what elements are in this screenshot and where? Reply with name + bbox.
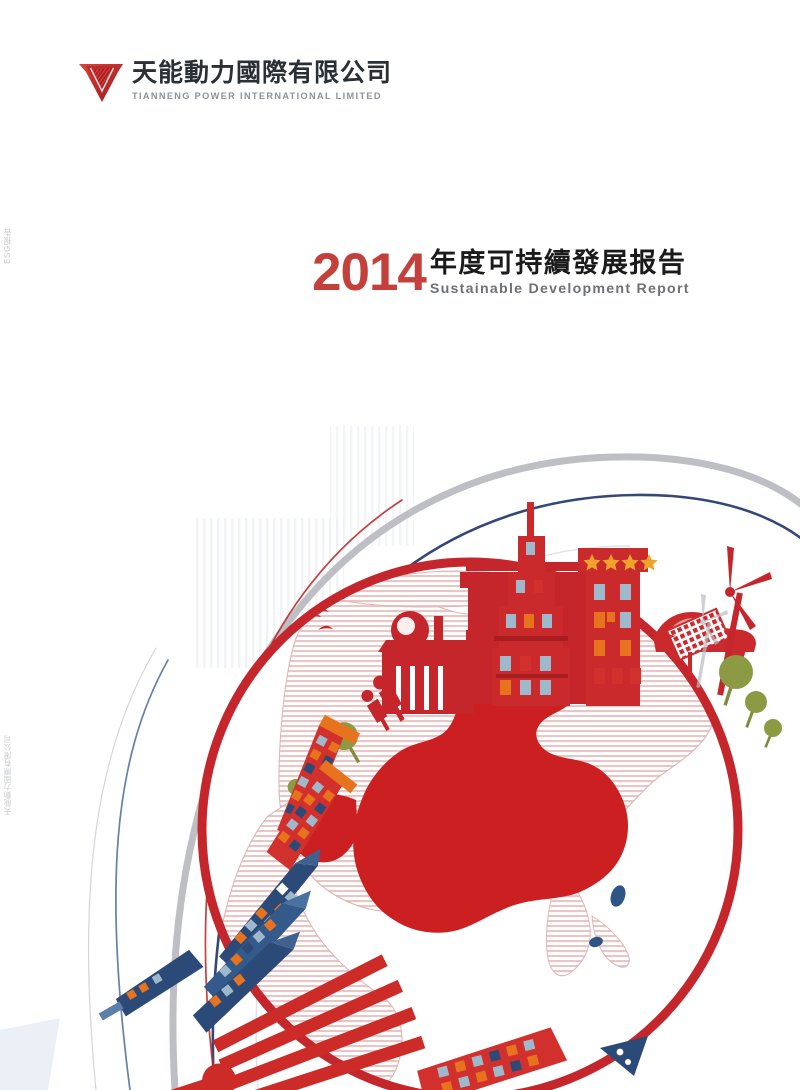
blue-antenna-tower [98, 949, 204, 1021]
company-name-cn: 天能動力國際有限公司 [132, 59, 393, 87]
taiwan-island [610, 885, 626, 907]
skyscraper-windows [494, 542, 568, 695]
title-text-column: 年度可持續發展报告 Sustainable Development Report [430, 248, 690, 298]
thin-blue-arc [114, 659, 169, 1090]
indonesia-islands [591, 915, 630, 968]
walking-figures-icon [361, 675, 405, 732]
pale-blue-sliver [0, 1018, 60, 1090]
radial-towers-group [0, 714, 648, 1090]
tower2-windows [277, 780, 336, 852]
solar-panel-icon [660, 607, 731, 676]
skyscraper-tower-building [492, 502, 570, 706]
star-hotel-building [578, 548, 658, 706]
trees-right-icon [719, 655, 782, 748]
company-name-en: TIANNENG POWER INTERNATIONAL LIMITED [132, 91, 382, 101]
company-logo: 天能動力國際有限公司 TIANNENG POWER INTERNATIONAL … [78, 58, 392, 104]
report-year: 2014 [312, 243, 427, 302]
hainan-island [589, 936, 603, 948]
wind-turbine-gray-icon [696, 594, 728, 688]
red-skyline-group [287, 502, 782, 804]
red-slab-tower-2 [266, 759, 358, 871]
blue-sail-shape [600, 1036, 648, 1076]
logo-text: 天能動力國際有限公司 TIANNENG POWER INTERNATIONAL … [132, 58, 392, 102]
cover-title: 2014 年度可持續發展报告 Sustainable Development R… [312, 243, 690, 302]
tianneng-logo-icon [79, 64, 123, 102]
hotel-windows [594, 584, 641, 684]
hotel-star-rating [583, 554, 658, 571]
birds-icon [308, 596, 345, 630]
red-grid-tower-bottom [417, 1027, 568, 1090]
blue-tower-cluster [192, 848, 321, 1033]
thin-gray-arc [87, 647, 157, 1090]
report-title-cn: 年度可持續發展报告 [429, 248, 687, 278]
report-title-en: Sustainable Development Report [429, 281, 690, 297]
red-striped-radial-tower [144, 954, 426, 1090]
side-vertical-text-top: ESG报告 [3, 228, 12, 264]
cover-illustration [0, 426, 800, 1090]
china-mainland [353, 649, 628, 933]
outer-gray-arc [169, 453, 800, 1090]
